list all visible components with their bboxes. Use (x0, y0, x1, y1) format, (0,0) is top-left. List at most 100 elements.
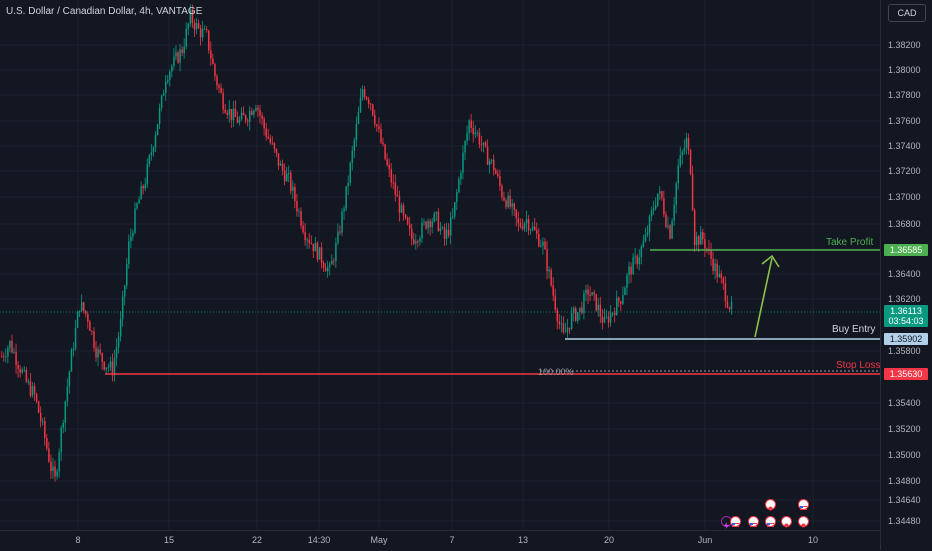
candle-body (290, 172, 292, 191)
time-tick-label: 20 (603, 535, 615, 545)
candle-body (597, 304, 600, 311)
time-tick-label: 14:30 (307, 535, 331, 545)
candle-body (486, 146, 489, 165)
chart-title: U.S. Dollar / Canadian Dollar, 4h, VANTA… (6, 6, 203, 17)
candle-body (511, 203, 513, 207)
candle-body (222, 92, 224, 110)
candle-body (119, 319, 122, 337)
canada-flag-icon[interactable] (798, 516, 809, 528)
candle-body (58, 452, 60, 472)
candle-body (175, 52, 177, 57)
canada-flag-icon[interactable] (765, 499, 776, 511)
buy-entry-label: Buy Entry (832, 324, 876, 335)
candle-body (698, 236, 700, 245)
candle-body (570, 312, 573, 329)
candle-body (76, 312, 79, 328)
candle-body (74, 327, 77, 349)
candle-body (675, 183, 677, 205)
candle-body (347, 183, 349, 187)
candle-body (265, 128, 267, 137)
candle-body (499, 175, 501, 186)
price-axis[interactable] (880, 0, 932, 550)
candle-body (87, 314, 89, 322)
us-flag-icon[interactable] (798, 499, 809, 510)
candle-body (421, 222, 423, 239)
time-tick-label: May (370, 535, 388, 545)
candle-body (224, 109, 226, 113)
candle-body (193, 22, 196, 30)
candle-body (640, 246, 643, 258)
candle-body (263, 118, 265, 129)
candle-body (654, 205, 657, 209)
candle-body (113, 358, 116, 376)
us-flag-icon[interactable] (730, 516, 741, 527)
candle-body (681, 151, 684, 156)
canada-flag-icon[interactable] (781, 516, 792, 528)
candle-body (367, 99, 370, 104)
candle-body (232, 108, 235, 121)
candle-body (642, 241, 645, 247)
candle-body (259, 109, 261, 116)
candle-body (417, 241, 419, 243)
candle-body (415, 241, 417, 244)
candle-body (720, 273, 723, 278)
candle-body (546, 249, 548, 272)
candle-body (19, 368, 21, 373)
candle-body (128, 241, 130, 265)
candle-body (312, 243, 315, 252)
chart-area[interactable]: U.S. Dollar / Canadian Dollar, 4h, VANTA… (0, 0, 880, 530)
currency-button[interactable]: CAD (888, 4, 926, 22)
candle-body (15, 352, 17, 366)
candle-body (242, 112, 245, 116)
candle-body (277, 153, 280, 166)
candle-body (251, 111, 253, 115)
candle-body (269, 138, 272, 143)
time-axis[interactable]: 8 15 22 14:30 May 7 13 20 Jun 10 (0, 530, 880, 551)
candle-body (238, 119, 241, 123)
candle-body (17, 365, 19, 369)
us-flag-icon[interactable] (765, 516, 776, 527)
candle-body (484, 142, 487, 147)
candle-body (585, 289, 587, 294)
candle-body (382, 142, 384, 145)
candle-body (50, 461, 52, 471)
candle-body (187, 23, 190, 29)
candle-body (593, 292, 595, 295)
candle-body (142, 186, 144, 189)
price-tick-label: 1.34480 (888, 516, 921, 526)
candle-body (27, 381, 30, 383)
candle-body (335, 243, 337, 262)
candle-body (595, 294, 597, 311)
candle-body (152, 147, 155, 153)
candle-body (355, 124, 358, 141)
candle-body (558, 321, 561, 325)
candle-body (628, 266, 630, 276)
candle-body (480, 144, 483, 146)
candle-body (423, 221, 425, 223)
candle-body (134, 208, 136, 233)
candle-body (671, 220, 673, 239)
candle-body (29, 381, 32, 396)
candle-body (474, 132, 477, 135)
candle-body (398, 196, 401, 213)
price-tick-label: 1.37200 (888, 166, 921, 176)
candlestick-chart[interactable] (0, 0, 880, 530)
projection-arrow[interactable] (754, 254, 780, 338)
candle-body (33, 386, 36, 394)
candle-body (353, 140, 356, 151)
candle-body (300, 211, 302, 226)
candle-body (191, 9, 194, 23)
price-tick-label: 1.36800 (888, 219, 921, 229)
candle-body (556, 309, 559, 322)
candle-body (478, 132, 481, 145)
candle-body (544, 241, 546, 250)
candle-body (101, 352, 103, 362)
us-flag-icon[interactable] (748, 516, 759, 527)
candle-body (35, 393, 38, 402)
candle-body (644, 234, 647, 242)
candle-body (564, 331, 567, 333)
candle-body (169, 71, 171, 80)
candle-body (66, 386, 69, 402)
candle-body (9, 340, 11, 348)
candle-body (201, 29, 204, 38)
